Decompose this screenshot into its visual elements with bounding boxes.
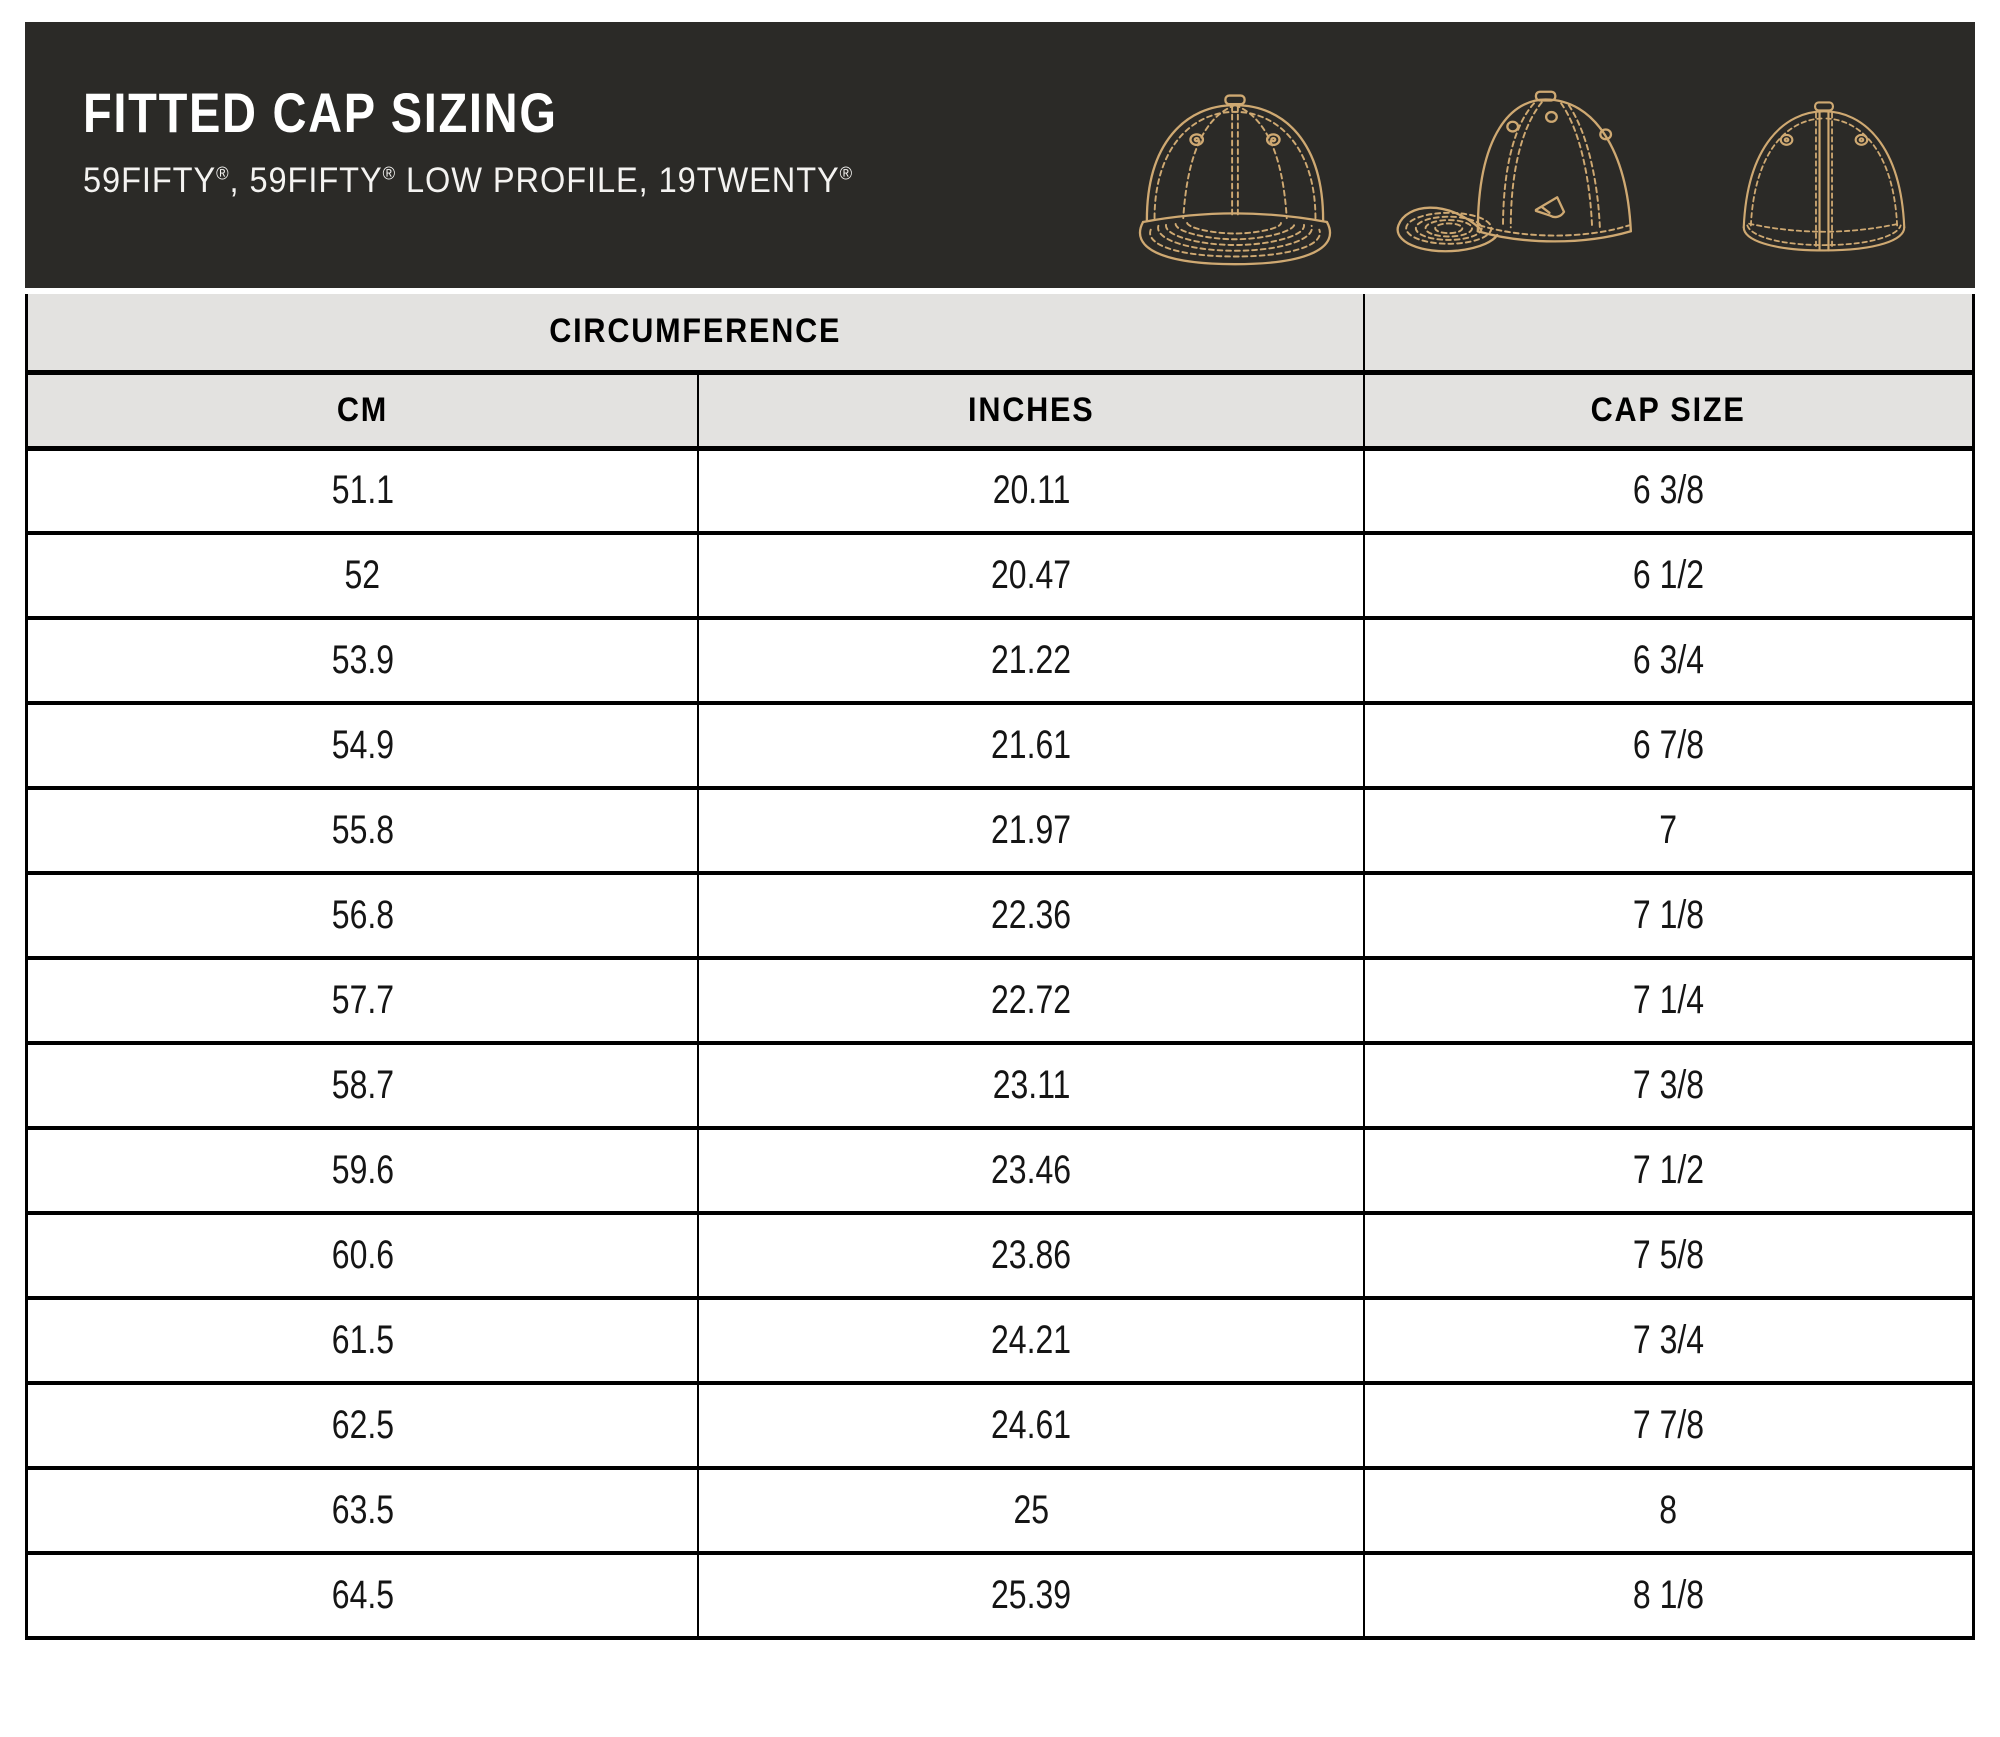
- registered-mark: ®: [382, 163, 396, 184]
- column-header-cm: CM: [25, 370, 700, 451]
- cap-back-icon: [1742, 101, 1906, 252]
- table-row: 56.8 22.36 7 1/8: [25, 871, 1975, 960]
- cm-cell: 64.5: [25, 1551, 700, 1640]
- cap-size-cell: 7 3/4: [1363, 1296, 1975, 1385]
- cm-cell: 55.8: [25, 786, 700, 875]
- cap-size-group-spacer: [1363, 294, 1975, 375]
- cap-size-cell: 6 3/4: [1363, 616, 1975, 705]
- cm-cell: 51.1: [25, 446, 700, 535]
- table-row: 53.9 21.22 6 3/4: [25, 616, 1975, 705]
- cm-cell: 54.9: [25, 701, 700, 790]
- cap-size-cell: 6 1/2: [1363, 531, 1975, 620]
- inches-cell: 22.72: [697, 956, 1366, 1045]
- registered-mark: ®: [216, 163, 230, 184]
- cap-front-icon: [1138, 94, 1332, 266]
- table-row: 60.6 23.86 7 5/8: [25, 1211, 1975, 1300]
- column-header-row: CM INCHES CAP SIZE: [25, 370, 1975, 451]
- cap-size-cell: 7 1/4: [1363, 956, 1975, 1045]
- subtitle-segment: 19TWENTY: [658, 161, 840, 200]
- table-row: 58.7 23.11 7 3/8: [25, 1041, 1975, 1130]
- group-header-row: CIRCUMFERENCE: [25, 294, 1975, 375]
- cap-size-cell: 7 7/8: [1363, 1381, 1975, 1470]
- cap-illustrations: [1119, 22, 1975, 288]
- table-row: 57.7 22.72 7 1/4: [25, 956, 1975, 1045]
- cap-size-cell: 7: [1363, 786, 1975, 875]
- cap-size-cell: 8 1/8: [1363, 1551, 1975, 1640]
- hero-banner: FITTED CAP SIZING 59FIFTY®, 59FIFTY® LOW…: [25, 22, 1975, 288]
- inches-cell: 24.21: [697, 1296, 1366, 1385]
- circumference-group-header: CIRCUMFERENCE: [25, 294, 1366, 375]
- registered-mark: ®: [839, 163, 854, 184]
- cap-size-cell: 7 1/2: [1363, 1126, 1975, 1215]
- inches-cell: 23.46: [697, 1126, 1366, 1215]
- cm-cell: 59.6: [25, 1126, 700, 1215]
- cap-size-cell: 6 7/8: [1363, 701, 1975, 790]
- page-title: FITTED CAP SIZING: [83, 81, 558, 144]
- inches-cell: 20.11: [697, 446, 1366, 535]
- inches-cell: 25: [697, 1466, 1366, 1555]
- cap-size-cell: 7 3/8: [1363, 1041, 1975, 1130]
- cm-cell: 56.8: [25, 871, 700, 960]
- inches-cell: 21.22: [697, 616, 1366, 705]
- inches-cell: 25.39: [697, 1551, 1366, 1640]
- inches-cell: 22.36: [697, 871, 1366, 960]
- cm-cell: 61.5: [25, 1296, 700, 1385]
- inches-cell: 23.86: [697, 1211, 1366, 1300]
- table-row: 54.9 21.61 6 7/8: [25, 701, 1975, 790]
- cm-cell: 58.7: [25, 1041, 700, 1130]
- table-row: 61.5 24.21 7 3/4: [25, 1296, 1975, 1385]
- cm-cell: 63.5: [25, 1466, 700, 1555]
- inches-cell: 20.47: [697, 531, 1366, 620]
- page-subtitle: 59FIFTY®, 59FIFTY® LOW PROFILE, 19TWENTY…: [83, 161, 853, 201]
- cm-cell: 57.7: [25, 956, 700, 1045]
- cm-cell: 62.5: [25, 1381, 700, 1470]
- column-header-inches: INCHES: [697, 370, 1366, 451]
- cap-size-cell: 7 5/8: [1363, 1211, 1975, 1300]
- subtitle-segment: LOW PROFILE,: [395, 161, 659, 200]
- cap-side-icon: [1396, 90, 1633, 253]
- table-row: 64.5 25.39 8 1/8: [25, 1551, 1975, 1640]
- table-row: 51.1 20.11 6 3/8: [25, 446, 1975, 535]
- circumference-label: CIRCUMFERENCE: [549, 312, 842, 351]
- table-row: 52 20.47 6 1/2: [25, 531, 1975, 620]
- inches-cell: 21.97: [697, 786, 1366, 875]
- cap-size-cell: 6 3/8: [1363, 446, 1975, 535]
- cap-size-cell: 7 1/8: [1363, 871, 1975, 960]
- subtitle-segment: 59FIFTY: [83, 161, 217, 200]
- inches-cell: 24.61: [697, 1381, 1366, 1470]
- subtitle-segment: 59FIFTY: [249, 161, 383, 200]
- cm-cell: 60.6: [25, 1211, 700, 1300]
- cap-size-cell: 8: [1363, 1466, 1975, 1555]
- table-row: 62.5 24.61 7 7/8: [25, 1381, 1975, 1470]
- hero-text-block: FITTED CAP SIZING 59FIFTY®, 59FIFTY® LOW…: [25, 22, 911, 288]
- table-row: 59.6 23.46 7 1/2: [25, 1126, 1975, 1215]
- inches-cell: 23.11: [697, 1041, 1366, 1130]
- table-row: 63.5 25 8: [25, 1466, 1975, 1555]
- cm-cell: 53.9: [25, 616, 700, 705]
- cm-cell: 52: [25, 531, 700, 620]
- inches-cell: 21.61: [697, 701, 1366, 790]
- size-table: CIRCUMFERENCE CM INCHES CAP SIZE 51.1 20…: [25, 294, 1975, 1640]
- subtitle-segment: ,: [229, 161, 250, 200]
- table-row: 55.8 21.97 7: [25, 786, 1975, 875]
- column-header-cap-size: CAP SIZE: [1363, 370, 1975, 451]
